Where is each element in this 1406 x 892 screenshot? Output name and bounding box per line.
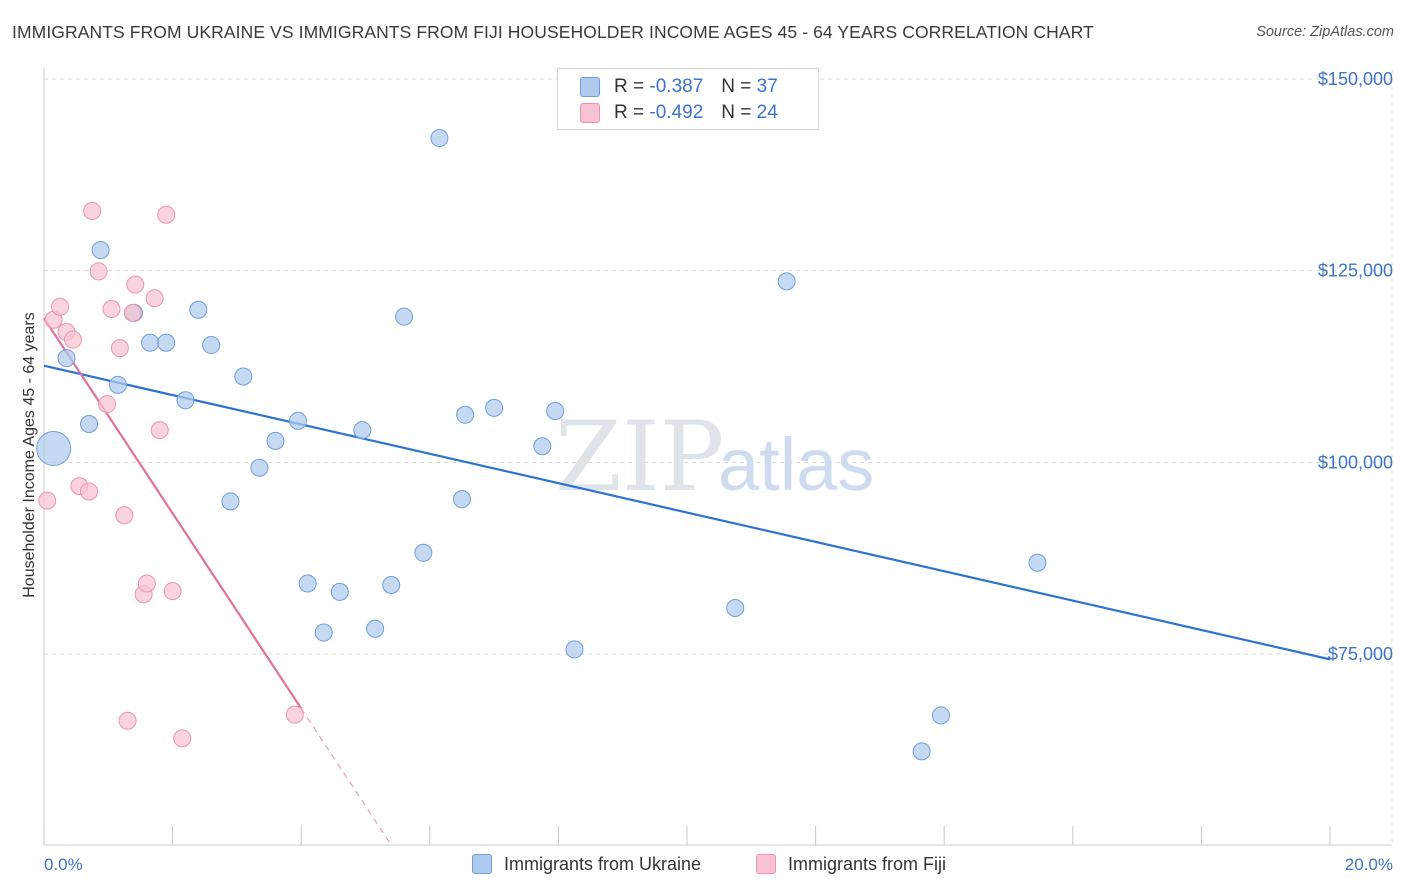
data-point-ukraine [221, 492, 240, 511]
bottom-legend-fiji: Immigrants from Fiji [756, 851, 946, 877]
labels-layer: $75,000 $100,000 $125,000 $150,000 0.0% 20.0% [44, 69, 1393, 874]
data-point-fiji [102, 300, 121, 318]
data-point-fiji [80, 482, 99, 501]
data-point-ukraine [234, 367, 253, 386]
data-point-ukraine [91, 240, 110, 259]
points-layer [36, 73, 1047, 761]
data-point-ukraine [726, 599, 745, 617]
legend-n-label: N = [721, 102, 752, 123]
data-point-fiji [115, 506, 134, 525]
data-point-ukraine [202, 336, 221, 355]
data-point-ukraine [485, 398, 504, 417]
legend-r-value: -0.387 [649, 76, 704, 97]
bottom-legend-ukraine: Immigrants from Ukraine [472, 851, 701, 877]
watermark: ZIP atlas [555, 401, 874, 513]
data-point-fiji [110, 339, 129, 358]
data-point-fiji [83, 201, 102, 220]
data-point-ukraine [288, 411, 307, 430]
y-tick-label: $100,000 [1318, 452, 1393, 472]
legend-r-label: R = [614, 102, 645, 123]
legend-r-value: -0.492 [649, 102, 704, 123]
data-point-ukraine [456, 405, 475, 424]
grid-layer [44, 70, 1393, 845]
data-point-ukraine [266, 431, 285, 450]
y-axis-title: Householder Income Ages 45 - 64 years [21, 312, 38, 598]
legend-n-value: 37 [756, 76, 778, 97]
chart-source: Source: ZipAtlas.com [1256, 24, 1394, 40]
data-point-ukraine [777, 272, 796, 291]
data-point-ukraine [533, 437, 552, 456]
data-point-fiji [51, 297, 70, 316]
legend-row-ukraine: R = -0.387 N = 37 [580, 74, 778, 100]
chart-title: IMMIGRANTS FROM UKRAINE VS IMMIGRANTS FR… [12, 22, 1094, 42]
legend-n-value: 24 [756, 102, 778, 123]
legend-swatch-ukraine [580, 77, 600, 97]
data-point-ukraine [931, 706, 950, 725]
data-point-ukraine [395, 307, 414, 326]
data-point-fiji [173, 729, 192, 748]
trend-layer [43, 317, 1331, 846]
data-point-ukraine [330, 582, 349, 601]
data-point-ukraine [36, 431, 72, 467]
y-tick-label: $150,000 [1318, 69, 1393, 89]
data-point-ukraine [452, 490, 471, 509]
legend-swatch-fiji [580, 103, 600, 123]
data-point-ukraine [189, 300, 208, 319]
data-point-ukraine [176, 391, 195, 410]
data-point-ukraine [108, 375, 127, 394]
data-point-fiji [98, 395, 117, 414]
bottom-legend-label-ukraine: Immigrants from Ukraine [504, 853, 702, 874]
data-point-ukraine [141, 333, 160, 352]
data-point-fiji [118, 711, 137, 730]
data-point-ukraine [546, 401, 565, 420]
bottom-legend-swatch-fiji [756, 854, 776, 874]
data-point-fiji [157, 205, 176, 224]
data-point-fiji [126, 275, 145, 294]
data-point-fiji [163, 582, 182, 601]
data-point-ukraine [430, 129, 449, 148]
data-point-fiji [285, 705, 304, 724]
y-tick-label: $75,000 [1328, 644, 1393, 664]
legend-r-label: R = [614, 76, 645, 97]
x-tick-label: 20.0% [1345, 855, 1393, 874]
trend-line-extension-fiji [300, 708, 392, 846]
watermark-zip: ZIP [555, 401, 724, 513]
data-point-fiji [145, 289, 164, 308]
data-point-ukraine [382, 576, 401, 594]
data-point-ukraine [565, 640, 584, 659]
trend-line-ukraine [43, 364, 1331, 661]
data-point-fiji [63, 330, 82, 349]
data-point-ukraine [912, 742, 931, 761]
data-point-ukraine [250, 458, 269, 477]
data-point-ukraine [80, 415, 99, 433]
watermark-atlas: atlas [718, 423, 874, 506]
data-point-fiji [150, 421, 169, 440]
data-point-ukraine [298, 574, 317, 593]
legend-row-fiji: R = -0.492 N = 24 [580, 100, 778, 126]
data-point-ukraine [366, 619, 385, 638]
x-tick-label: 0.0% [44, 855, 83, 874]
data-point-ukraine [314, 623, 333, 642]
data-point-ukraine [353, 421, 372, 440]
y-tick-label: $125,000 [1318, 261, 1393, 281]
data-point-ukraine [414, 543, 433, 562]
data-point-ukraine [1028, 553, 1047, 572]
bottom-legend-swatch-ukraine [472, 854, 492, 874]
data-point-fiji [123, 303, 142, 322]
data-point-fiji [137, 574, 156, 593]
correlation-legend: R = -0.387 N = 37 R = -0.492 N = 24 [557, 68, 819, 130]
data-point-ukraine [157, 333, 176, 352]
bottom-legend-label-fiji: Immigrants from Fiji [788, 853, 947, 874]
data-point-fiji [89, 262, 108, 281]
legend-n-label: N = [721, 76, 752, 97]
data-point-fiji [38, 491, 57, 510]
trend-line-fiji [43, 317, 303, 710]
data-point-ukraine [57, 349, 76, 368]
